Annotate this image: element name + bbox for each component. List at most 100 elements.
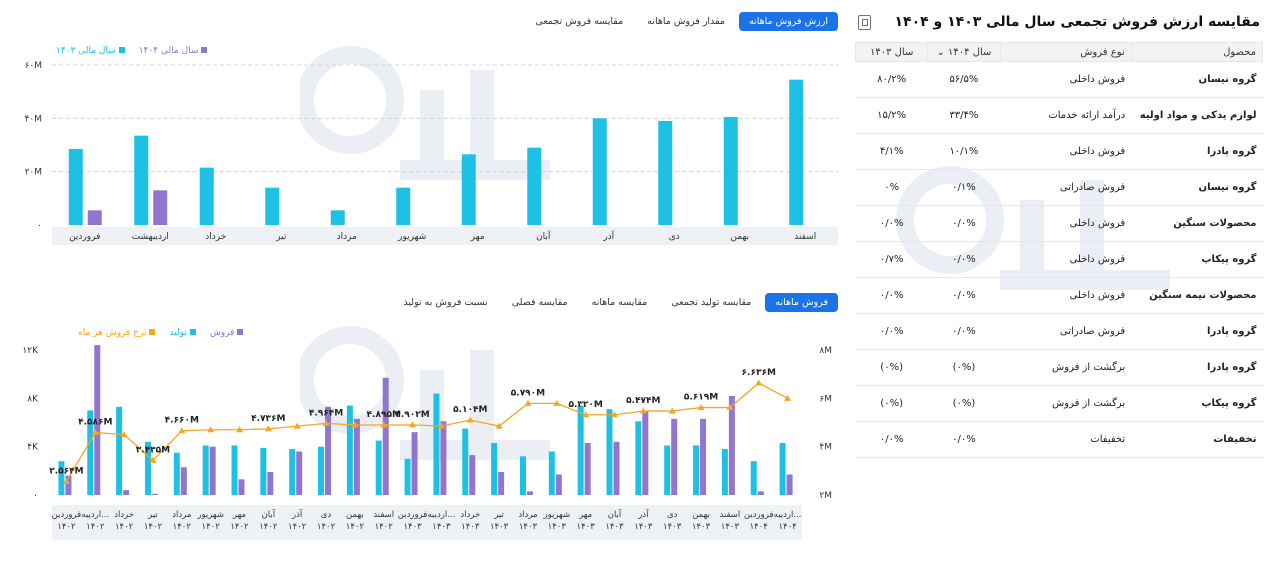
cell-product: لوازم یدکی و مواد اولیه xyxy=(1131,97,1263,134)
legend-item-1403[interactable]: سال مالی ۱۴۰۳ xyxy=(56,46,125,56)
cell-product: گروه پیکاپ xyxy=(1131,385,1263,422)
bar-production xyxy=(577,405,584,495)
x-tick-label: شهریور xyxy=(397,232,426,242)
bottom-chart-legend: فروش تولید نرخ فروش هر ماه xyxy=(78,328,244,338)
table-row[interactable]: تخفیفات تخفیفات ۰/۰% ۰/۰% xyxy=(855,421,1263,458)
tab-sales-to-production[interactable]: نسبت فروش به تولید xyxy=(393,293,498,312)
cell-product: گروه پادرا xyxy=(1131,313,1263,350)
bar-production xyxy=(144,441,151,495)
tab-cumulative-production[interactable]: مقایسه تولید تجمعی xyxy=(661,293,762,312)
data-label: ۶.۶۳۶M xyxy=(742,368,776,378)
bar-production xyxy=(87,410,94,495)
y-tick-label: ۰ xyxy=(37,221,42,231)
bar-production xyxy=(202,445,209,495)
data-label: ۵.۶۱۹M xyxy=(684,393,718,403)
table-row[interactable]: گروه نیسان فروش صادراتی ۰/۱% ۰% xyxy=(855,169,1263,206)
tab-seasonal-comparison[interactable]: مقایسه فصلی xyxy=(501,293,578,312)
cell-year-1404: ۰/۰% xyxy=(927,313,1001,350)
bar xyxy=(265,187,280,225)
bar-production xyxy=(260,447,267,495)
bar-sales xyxy=(786,474,793,495)
table-row[interactable]: گروه پیکاپ برگشت از فروش (۰%) (۰%) xyxy=(855,385,1263,422)
bar-sales xyxy=(238,479,245,495)
x-tick-month: آبان xyxy=(608,508,622,520)
table-row[interactable]: گروه پیکاپ فروش داخلی ۰/۰% ۰/۷% xyxy=(855,241,1263,278)
x-tick-month: خرداد xyxy=(460,510,480,520)
legend-item-production[interactable]: تولید xyxy=(169,328,196,338)
cell-product: محصولات نیمه سنگین xyxy=(1131,277,1263,314)
tab-cumulative-sales[interactable]: مقایسه فروش تجمعی xyxy=(525,12,634,31)
x-tick-year: ۱۴۰۳ xyxy=(432,522,451,532)
x-tick-year: ۱۴۰۳ xyxy=(577,522,596,532)
x-tick-label: آذر xyxy=(602,230,614,242)
table-row[interactable]: محصولات سنگین فروش داخلی ۰/۰% ۰/۰% xyxy=(855,205,1263,242)
x-tick-year: ۱۴۰۳ xyxy=(721,522,740,532)
cell-sale-type: فروش داخلی xyxy=(1000,241,1132,278)
bar xyxy=(153,190,168,225)
x-tick-year: ۱۴۰۲ xyxy=(259,522,278,532)
bar-production xyxy=(635,421,642,495)
bar-sales xyxy=(555,474,562,495)
x-tick-label: مهر xyxy=(470,232,485,242)
cell-year-1404: ۱۰/۱% xyxy=(927,133,1001,170)
bar-sales xyxy=(325,406,332,495)
bar xyxy=(199,167,214,225)
cell-sale-type: فروش داخلی xyxy=(1000,61,1132,98)
col-year-1404[interactable]: سال ۱۴۰۴ ⌄ xyxy=(927,42,1001,62)
table-row[interactable]: گروه پادرا فروش داخلی ۱۰/۱% ۴/۱% xyxy=(855,133,1263,170)
x-tick-year: ۱۴۰۲ xyxy=(346,522,365,532)
legend-item-sales[interactable]: فروش xyxy=(210,328,244,338)
tab-monthly-sales-value[interactable]: ارزش فروش ماهانه xyxy=(738,12,838,31)
legend-item-1404[interactable]: سال مالی ۱۴۰۴ xyxy=(139,46,208,56)
rate-point xyxy=(120,431,128,438)
data-label: ۴.۷۳۶M xyxy=(251,414,285,424)
bar-production xyxy=(318,446,325,495)
export-icon[interactable] xyxy=(858,15,871,30)
y-right-tick-label: ۶M xyxy=(819,394,832,404)
tab-monthly-sales[interactable]: فروش ماهانه xyxy=(765,293,838,312)
cell-sale-type: فروش داخلی xyxy=(1000,277,1132,314)
rate-point xyxy=(553,399,561,406)
x-tick-month: آذر xyxy=(291,508,303,520)
col-product[interactable]: محصول xyxy=(1130,42,1264,62)
bar-sales xyxy=(267,472,274,495)
cell-year-1403: ۱۵/۲% xyxy=(855,97,928,134)
tab-monthly-comparison[interactable]: مقایسه ماهانه xyxy=(581,293,658,312)
table-row[interactable]: محصولات نیمه سنگین فروش داخلی ۰/۰% ۰/۰% xyxy=(855,277,1263,314)
cell-sale-type: فروش صادراتی xyxy=(1000,313,1132,350)
cell-year-1403: ۴/۱% xyxy=(855,133,928,170)
x-tick-label: اسفند xyxy=(794,232,816,242)
bar xyxy=(68,149,83,225)
y-tick-label: ۶۰M xyxy=(25,61,42,71)
x-tick-year: ۱۴۰۳ xyxy=(692,522,711,532)
bar-sales xyxy=(180,467,187,495)
tab-monthly-sales-quantity[interactable]: مقدار فروش ماهانه xyxy=(637,12,735,31)
bar-production xyxy=(289,449,296,495)
x-tick-month: شهریور xyxy=(543,510,571,520)
bar-sales xyxy=(526,491,533,495)
cell-year-1403: (۰%) xyxy=(855,349,928,386)
x-tick-month: اسفند xyxy=(719,510,740,520)
cell-year-1404: (۰%) xyxy=(927,385,1001,422)
sort-chevron-down-icon[interactable]: ⌄ xyxy=(936,46,945,58)
rate-point xyxy=(697,404,705,411)
x-tick-month: فروردین xyxy=(398,510,428,520)
x-tick-label: تیر xyxy=(275,232,287,242)
col-year-1403[interactable]: سال ۱۴۰۳ xyxy=(854,42,929,62)
x-tick-label: خرداد xyxy=(205,232,226,242)
col-sale-type[interactable]: نوع فروش xyxy=(999,42,1132,62)
cell-year-1404: (۰%) xyxy=(927,349,1001,386)
table-row[interactable]: گروه پادرا برگشت از فروش (۰%) (۰%) xyxy=(855,349,1263,386)
table-row[interactable]: لوازم یدکی و مواد اولیه درآمد ارائه خدمات… xyxy=(855,97,1263,134)
comparison-table: محصول نوع فروش سال ۱۴۰۴ ⌄ سال ۱۴۰۳ گروه … xyxy=(854,42,1264,458)
rate-point xyxy=(178,427,186,434)
legend-item-rate[interactable]: نرخ فروش هر ماه xyxy=(78,328,156,338)
x-tick-month: اردیبه... xyxy=(81,510,109,520)
rate-point xyxy=(322,419,330,426)
cell-product: محصولات سنگین xyxy=(1131,205,1263,242)
bar-sales xyxy=(584,443,591,495)
panel-title: مقایسه ارزش فروش تجمعی سال مالی ۱۴۰۳ و ۱… xyxy=(894,14,1260,30)
table-row[interactable]: گروه نیسان فروش داخلی ۵۶/۵% ۸۰/۲% xyxy=(855,61,1263,98)
table-row[interactable]: گروه پادرا فروش صادراتی ۰/۰% ۰/۰% xyxy=(855,313,1263,350)
rate-line xyxy=(65,382,788,482)
